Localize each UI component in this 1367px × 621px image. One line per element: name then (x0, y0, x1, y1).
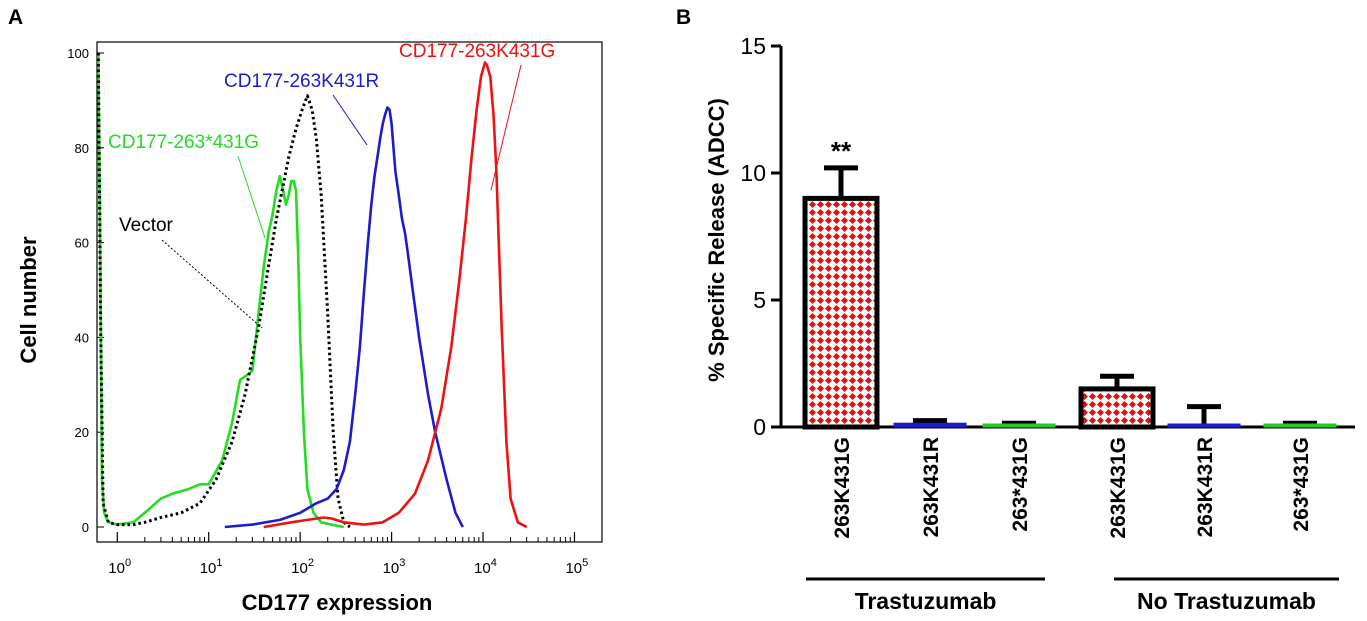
x-tick-label: 263K431R (1194, 437, 1217, 537)
bar-263k431r (893, 422, 967, 428)
group-label-trastuzumab: Trastuzumab (855, 588, 997, 614)
panel-a-y-axis-title: Cell number (16, 236, 41, 364)
panel-b-y-tick-label: 10 (740, 160, 766, 186)
bar-263-431g (1263, 423, 1337, 428)
panel-b-y-tick-label: 5 (753, 287, 766, 313)
annotation-cd177-263-431g: CD177-263*431G (108, 132, 259, 153)
x-tick-label: 263*431G (1290, 437, 1313, 532)
annotation-leader-vector (161, 239, 263, 329)
series-line-vector (96, 52, 351, 529)
panel-a-series (96, 52, 528, 529)
annotation-leader-cd177-263k431g (490, 64, 522, 191)
annotation-cd177-263k431g: CD177-263K431G (399, 41, 555, 62)
bar-263k431r (1167, 423, 1241, 428)
x-tick-label: 263K431R (920, 437, 943, 537)
annotation-vector: Vector (119, 215, 174, 236)
annotation-leader-cd177-263k431r (332, 94, 368, 146)
panel-a-x-axis-title: CD177 expression (242, 590, 433, 615)
series-line-cd177-263-431g (97, 52, 345, 529)
panel-a-x-tick-label: 105 (565, 557, 588, 577)
panel-a-y-tick-label: 60 (75, 236, 89, 251)
panel-b-y-tick-label: 15 (740, 33, 766, 59)
panel-b-y-axis-title: % Specific Release (ADCC) (704, 98, 729, 382)
x-tick-label: 263K431G (1107, 437, 1130, 539)
panel-a-y-tick-label: 100 (67, 46, 89, 61)
panel-a-letter: A (8, 6, 23, 29)
panel-b-y-tick-label: 0 (753, 414, 766, 440)
panel-a-frame (96, 41, 603, 543)
bar-263k431g (1078, 386, 1156, 430)
panel-a-x-tick-label: 104 (474, 557, 497, 577)
panel-a-y-tick-label: 40 (75, 330, 89, 345)
panel-b-letter: B (676, 6, 691, 29)
panel-a-y-tick-label: 80 (75, 141, 89, 156)
panel-a-y-ticks: 0 20 40 60 80 100 (67, 46, 104, 535)
x-tick-label: 263*431G (1009, 437, 1032, 532)
panel-a-x-tick-label: 101 (200, 557, 223, 577)
panel-a-x-tick-label: 102 (291, 557, 314, 577)
significance-marker: ** (831, 136, 852, 166)
x-tick-label: 263K431G (831, 437, 854, 539)
bar-263k431g (802, 195, 880, 430)
panel-a-x-tick-label: 100 (108, 557, 131, 577)
panel-b-y-ticks: 0 5 10 15 (740, 33, 781, 440)
series-line-cd177-263k431r (224, 106, 464, 529)
series-line-cd177-263k431g (263, 61, 528, 529)
panel-a: A 0 20 40 60 80 100 100 101 102 103 104 105 CD177 … (8, 6, 603, 615)
panel-b-bars: 263K431G 263K431R 263*431G 263K431G 263K431R… (802, 136, 1337, 539)
annotation-cd177-263k431r: CD177-263K431R (224, 71, 379, 92)
group-label-no-trastuzumab: No Trastuzumab (1137, 588, 1316, 614)
bar-263-431g (982, 423, 1056, 428)
panel-a-x-ticks: 100 101 102 103 104 105 (108, 532, 603, 577)
panel-b-groups: Trastuzumab No Trastuzumab (806, 577, 1339, 614)
panel-a-x-tick-label: 103 (383, 557, 406, 577)
annotation-leader-cd177-263-431g (237, 155, 266, 239)
panel-a-y-tick-label: 20 (75, 425, 89, 440)
panel-a-y-tick-label: 0 (82, 520, 89, 535)
